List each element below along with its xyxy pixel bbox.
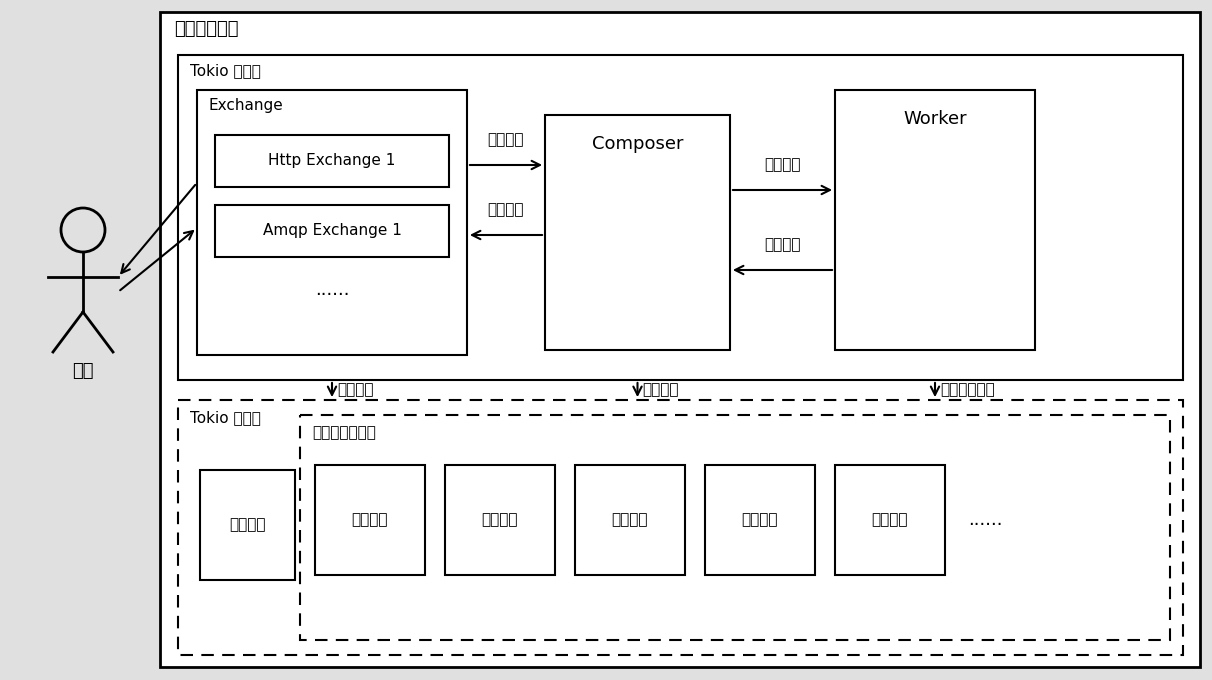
Text: 评测服务进程: 评测服务进程 xyxy=(175,20,239,38)
Bar xyxy=(315,465,425,575)
Text: ......: ...... xyxy=(967,511,1002,529)
Text: ......: ...... xyxy=(315,281,349,299)
Text: 辅助线程: 辅助线程 xyxy=(481,513,519,528)
Bar xyxy=(178,400,1183,655)
Bar xyxy=(200,470,295,580)
Text: Amqp Exchange 1: Amqp Exchange 1 xyxy=(263,224,401,239)
Bar xyxy=(198,90,467,355)
Bar xyxy=(574,465,685,575)
Text: 执行报告: 执行报告 xyxy=(765,237,801,252)
Bar xyxy=(301,415,1170,640)
Text: 辅助线程: 辅助线程 xyxy=(612,513,648,528)
Text: Composer: Composer xyxy=(591,135,684,153)
Text: Tokio 主线程: Tokio 主线程 xyxy=(190,63,261,78)
Text: 辅助线程: 辅助线程 xyxy=(871,513,908,528)
Text: 辅助线程: 辅助线程 xyxy=(229,517,265,532)
Text: Worker: Worker xyxy=(903,110,967,128)
Text: 评测报告: 评测报告 xyxy=(487,202,525,217)
Text: 用户: 用户 xyxy=(73,362,93,380)
Text: 辅助线程: 辅助线程 xyxy=(351,513,388,528)
Bar xyxy=(215,205,448,257)
Text: Exchange: Exchange xyxy=(208,98,284,113)
Bar xyxy=(445,465,555,575)
Bar xyxy=(835,90,1035,350)
Text: 辅助线程: 辅助线程 xyxy=(742,513,778,528)
Text: 评测任务: 评测任务 xyxy=(487,132,525,147)
Bar xyxy=(215,135,448,187)
Text: Tokio 线程池: Tokio 线程池 xyxy=(190,410,261,425)
Bar xyxy=(160,12,1200,667)
Text: 阻塞任务: 阻塞任务 xyxy=(642,382,679,398)
Text: Http Exchange 1: Http Exchange 1 xyxy=(268,154,395,169)
Text: 安全沙箱线程池: 安全沙箱线程池 xyxy=(311,425,376,440)
Bar xyxy=(178,55,1183,380)
Bar xyxy=(545,115,730,350)
Text: 评测步骤: 评测步骤 xyxy=(765,157,801,172)
Text: 运行安全沙箱: 运行安全沙箱 xyxy=(941,382,995,398)
Bar xyxy=(705,465,814,575)
Bar xyxy=(835,465,945,575)
Text: 阻塞任务: 阻塞任务 xyxy=(337,382,373,398)
